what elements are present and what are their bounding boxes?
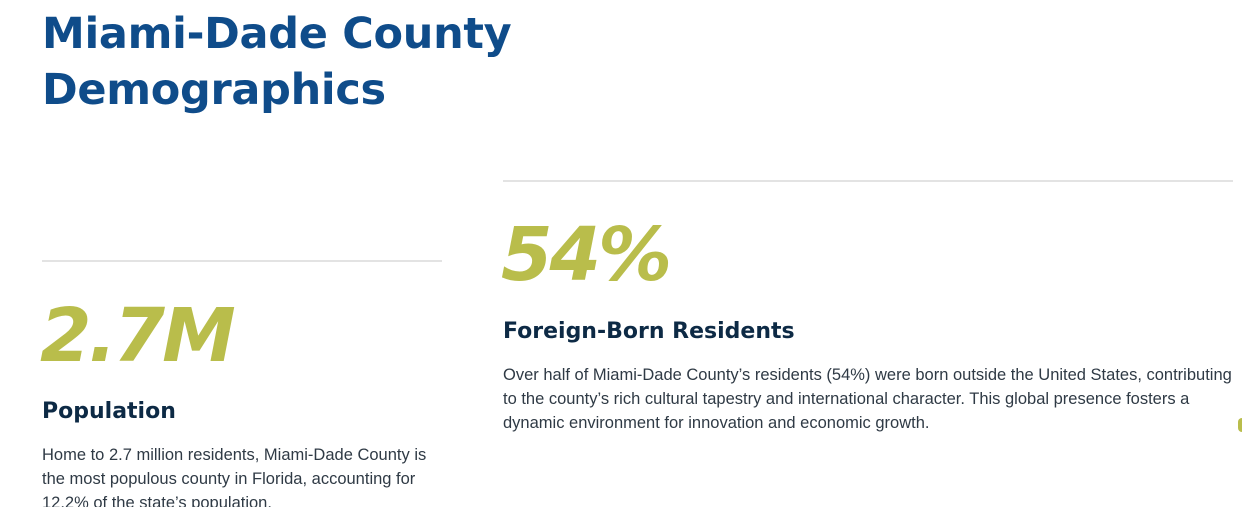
stat-value-population: 2.7M bbox=[40, 293, 236, 379]
stat-heading-population: Population bbox=[42, 399, 176, 424]
divider-foreign-born bbox=[503, 180, 1233, 182]
stat-description-foreign-born: Over half of Miami-Dade County’s residen… bbox=[503, 366, 1232, 432]
stat-heading-foreign-born: Foreign-Born Residents bbox=[503, 319, 795, 344]
stat-value-foreign-born: 54% bbox=[501, 212, 672, 298]
divider-population bbox=[42, 260, 442, 262]
partial-decoration-mark bbox=[1238, 418, 1242, 432]
page-title: Miami-Dade County Demographics bbox=[42, 9, 512, 115]
stat-description-population: Home to 2.7 million residents, Miami-Dad… bbox=[42, 446, 427, 507]
